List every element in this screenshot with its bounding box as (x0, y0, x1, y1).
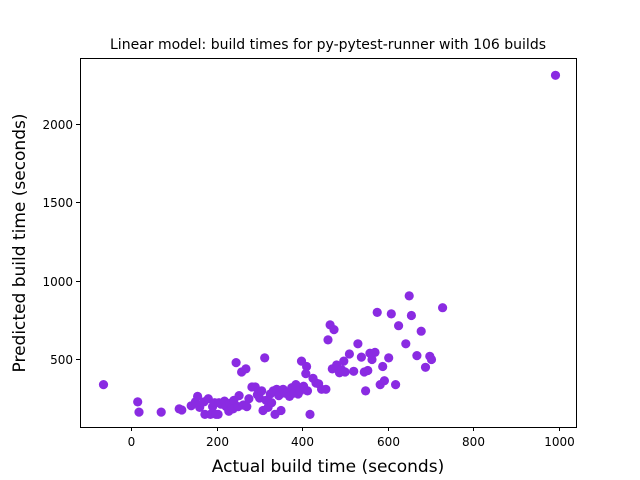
data-point (349, 366, 359, 376)
y-axis-label: Predicted build time (seconds) (10, 114, 30, 373)
data-point (404, 291, 414, 301)
data-point (412, 351, 422, 361)
x-axis: 0 200 400 600 800 1000 (128, 427, 575, 449)
data-point (340, 367, 350, 377)
data-point (353, 339, 363, 349)
data-point (260, 353, 270, 363)
plot-area-frame (80, 58, 577, 428)
data-points (98, 70, 561, 419)
y-tick-label: 500 (50, 353, 73, 367)
data-point (370, 347, 380, 357)
data-point (367, 354, 377, 365)
y-tick-label: 1500 (42, 196, 73, 210)
data-point (363, 365, 373, 376)
data-point (426, 354, 437, 365)
data-point (372, 307, 382, 317)
data-point (321, 384, 331, 394)
data-point (329, 325, 339, 335)
data-point (134, 407, 144, 417)
data-point (305, 409, 315, 419)
data-point (302, 361, 312, 372)
data-point (231, 358, 241, 368)
data-point (406, 310, 416, 321)
y-tick-label: 1000 (42, 275, 73, 289)
data-point (356, 352, 366, 362)
x-tick-label: 600 (377, 435, 400, 449)
data-point (276, 405, 286, 416)
data-point (550, 70, 561, 80)
data-point (438, 303, 448, 313)
x-tick-label: 800 (462, 435, 485, 449)
data-point (302, 386, 313, 396)
data-point (267, 398, 277, 408)
x-tick-label: 400 (291, 435, 314, 449)
data-point (301, 369, 311, 379)
data-point (323, 335, 333, 345)
data-point (242, 402, 252, 412)
data-point (361, 386, 371, 396)
data-point (177, 405, 187, 415)
data-point (193, 391, 203, 401)
x-tick-label: 0 (128, 435, 136, 449)
data-point (213, 409, 223, 419)
data-point (401, 339, 411, 349)
y-tick-label: 2000 (42, 118, 73, 132)
data-point (98, 380, 109, 390)
data-point (133, 397, 143, 407)
data-point (257, 386, 267, 396)
y-axis: 500 1000 1500 2000 (42, 118, 80, 367)
data-point (234, 391, 244, 401)
x-axis-label: Actual build time (seconds) (212, 457, 444, 477)
data-point (378, 361, 388, 372)
x-tick-label: 200 (206, 435, 229, 449)
data-point (379, 376, 389, 386)
x-tick-label: 1000 (544, 435, 575, 449)
data-point (244, 394, 254, 404)
data-point (394, 321, 404, 331)
data-point (384, 353, 394, 363)
data-point (339, 356, 349, 366)
data-point (391, 380, 401, 390)
data-point (156, 407, 166, 417)
chart-title: Linear model: build times for py-pytest-… (110, 37, 546, 53)
data-point (416, 326, 426, 336)
data-point (241, 364, 251, 374)
data-point (420, 362, 431, 372)
data-point (344, 349, 354, 359)
data-point (386, 309, 396, 319)
